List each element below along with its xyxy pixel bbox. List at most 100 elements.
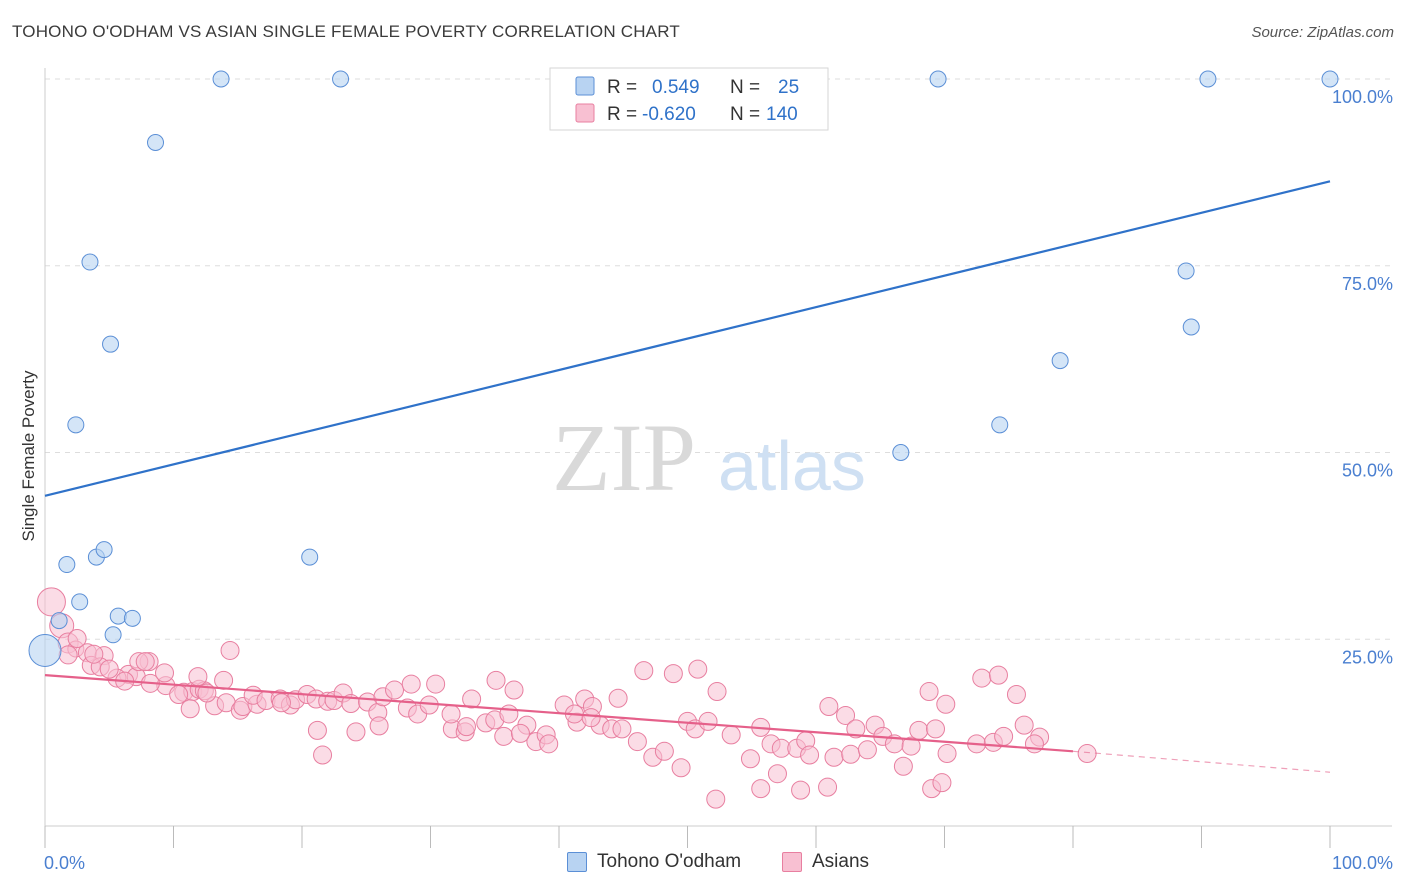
asians-point (721, 725, 741, 745)
asians-point (919, 682, 939, 702)
asians-point (706, 789, 726, 809)
asians-point (426, 674, 446, 694)
asians-point (937, 744, 957, 764)
tohono-point (1199, 70, 1217, 88)
legend-swatch-pink (575, 103, 595, 123)
legend-label-tohono: Tohono O'odham (597, 851, 742, 872)
asians-point (836, 705, 856, 725)
legend-swatch-blue (575, 76, 595, 96)
asians-point (893, 756, 913, 776)
asians-point (994, 726, 1014, 746)
trend-lines (44, 180, 1331, 773)
tohono-point (991, 416, 1009, 434)
tohono-point (71, 593, 89, 611)
tohono-point (892, 444, 910, 461)
asians-point (841, 744, 861, 764)
bottom-legend: Tohono O'odham Asians (0, 851, 1406, 879)
legend-r-value-2: -0.620 (642, 104, 696, 125)
legend-box: R = 0.549 N = 25 R = -0.620 N = 140 (549, 67, 829, 131)
asians-point (612, 719, 632, 739)
asians-point (188, 667, 208, 687)
tohono-point (102, 335, 120, 353)
asians-point (99, 659, 119, 679)
asians-point (926, 719, 946, 739)
asians-point (313, 745, 333, 765)
tohono-point (212, 70, 230, 88)
asians-point (1077, 744, 1097, 764)
asians-point (1024, 734, 1044, 754)
watermark-zip: ZIP (552, 404, 696, 511)
tohono-point (95, 541, 113, 559)
tohono-point (58, 556, 76, 574)
axes (44, 68, 1392, 848)
tohono-point (929, 70, 947, 88)
legend-n-value-1: 25 (778, 77, 799, 98)
asians-point (608, 688, 628, 708)
tohono-point (147, 133, 165, 151)
asians-point (385, 680, 405, 700)
asians-point (932, 773, 952, 793)
asians-point (510, 723, 530, 743)
asians-point (214, 670, 234, 690)
y-tick-label-100: 100.0% (1332, 87, 1393, 107)
asians-point (180, 699, 200, 719)
tohono-point (301, 548, 319, 566)
chart-title: TOHONO O'ODHAM VS ASIAN SINGLE FEMALE PO… (12, 22, 680, 41)
asians-point (751, 779, 771, 799)
asians-point (346, 722, 366, 742)
legend-n-value-2: 140 (766, 104, 798, 125)
asians-point (58, 645, 78, 665)
asians-point (972, 668, 992, 688)
legend-n-label-2: N = (730, 104, 760, 125)
asians-point (901, 736, 921, 756)
asians-point (486, 670, 506, 690)
asians-point (220, 640, 240, 660)
asians-point (462, 689, 482, 709)
tohono-point (332, 70, 350, 88)
asians-point (169, 685, 189, 705)
asians-point (504, 680, 524, 700)
asians-point (494, 726, 514, 746)
legend-item-tohono: Tohono O'odham (567, 851, 741, 873)
asians-point (857, 740, 877, 760)
source-label: Source: ZipAtlas.com (1251, 24, 1394, 41)
asians-point (36, 587, 66, 617)
asians-point (369, 716, 389, 736)
asians-point (846, 719, 866, 739)
asians-point (84, 644, 104, 664)
asians-point (627, 732, 647, 752)
legend-r-label-2: R = (607, 104, 637, 125)
legend-n-label-1: N = (730, 77, 760, 98)
tohono-point (109, 607, 127, 625)
asians-point (707, 682, 727, 702)
asians-point (1006, 685, 1026, 705)
tohono-point (81, 253, 99, 271)
x-tick-label-100: 100.0% (1332, 853, 1393, 873)
asians-point (819, 696, 839, 716)
asians-point (581, 708, 601, 728)
tohono-point (1321, 70, 1339, 88)
asians-point (67, 629, 87, 649)
asians-trend-line (44, 674, 1074, 753)
tohono-points (28, 70, 1339, 667)
asians-point (1014, 715, 1034, 735)
asians-point (698, 711, 718, 731)
asians-point (671, 758, 691, 778)
tohono-point (123, 609, 141, 627)
asians-point (791, 780, 811, 800)
asians-point (307, 720, 327, 740)
y-tick-label-50: 50.0% (1342, 461, 1393, 481)
asians-point (688, 659, 708, 679)
y-tick-label-25: 25.0% (1342, 647, 1393, 667)
legend-swatch-asians (782, 852, 802, 872)
asians-point (401, 674, 421, 694)
asians-point (740, 749, 760, 769)
tohono-point (67, 416, 85, 434)
asians-point (634, 661, 654, 681)
y-axis-title: Single Female Poverty (19, 370, 38, 542)
asians-point (654, 741, 674, 761)
asians-point (800, 745, 820, 765)
asians-point (824, 747, 844, 767)
asians-point (539, 734, 559, 754)
asians-point (155, 663, 175, 683)
